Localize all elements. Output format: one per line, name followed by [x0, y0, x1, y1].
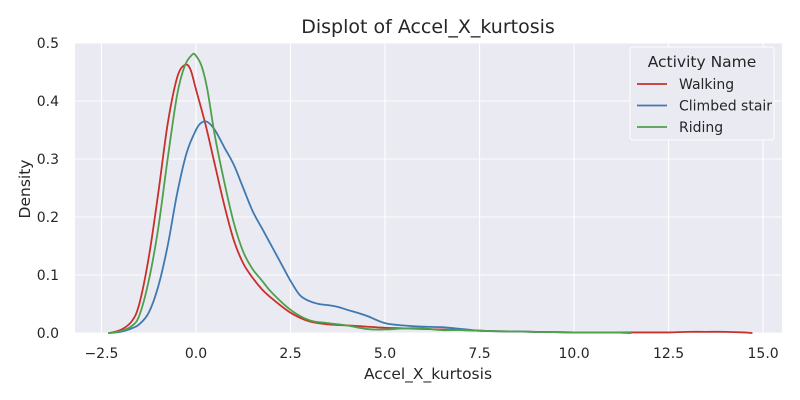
- y-axis-ticks: 0.0 0.1 0.2 0.3 0.4 0.5: [37, 36, 59, 342]
- x-tick-label: 7.5: [468, 346, 490, 362]
- chart-title: Displot of Accel_X_kurtosis: [301, 16, 555, 38]
- x-tick-label: 10.0: [558, 346, 589, 362]
- x-tick-label: 15.0: [748, 346, 779, 362]
- y-tick-label: 0.0: [37, 326, 59, 342]
- y-tick-label: 0.1: [37, 268, 59, 284]
- y-tick-label: 0.2: [37, 210, 59, 226]
- x-tick-label: 0.0: [185, 346, 207, 362]
- legend-items: Walking Climbed stair Riding: [637, 77, 772, 136]
- x-tick-label: 12.5: [653, 346, 684, 362]
- series-line-riding: [108, 52, 632, 334]
- x-axis-ticks: −2.5 0.0 2.5 5.0 7.5 10.0 12.5 15.0: [84, 346, 778, 362]
- legend-label-riding: Riding: [679, 120, 723, 136]
- legend-label-walking: Walking: [679, 77, 734, 93]
- legend: Activity Name Walking Climbed stair Riding: [629, 46, 775, 141]
- y-tick-label: 0.5: [37, 36, 59, 52]
- series-line-climbed-stair: [108, 120, 632, 334]
- x-tick-label: 2.5: [279, 346, 301, 362]
- x-axis-label: Accel_X_kurtosis: [364, 365, 492, 384]
- x-tick-label: −2.5: [84, 346, 118, 362]
- series-layer: [108, 52, 753, 334]
- y-axis-label: Density: [16, 160, 34, 219]
- legend-box: [629, 46, 775, 141]
- x-tick-label: 5.0: [374, 346, 396, 362]
- legend-title: Activity Name: [648, 53, 757, 71]
- legend-label-climbed-stair: Climbed stair: [679, 99, 772, 115]
- y-tick-label: 0.3: [37, 152, 59, 168]
- y-tick-label: 0.4: [37, 94, 59, 110]
